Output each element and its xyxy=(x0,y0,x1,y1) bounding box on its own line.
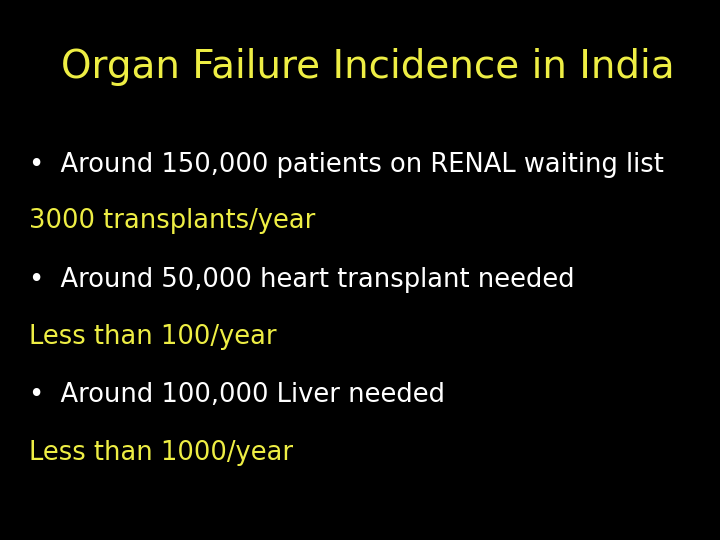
Text: Less than 1000/year: Less than 1000/year xyxy=(29,440,293,465)
Text: •  Around 50,000 heart transplant needed: • Around 50,000 heart transplant needed xyxy=(29,267,575,293)
Text: •  Around 150,000 patients on RENAL waiting list: • Around 150,000 patients on RENAL waiti… xyxy=(29,152,664,178)
Text: Less than 100/year: Less than 100/year xyxy=(29,325,276,350)
Text: Organ Failure Incidence in India: Organ Failure Incidence in India xyxy=(61,49,675,86)
Text: •  Around 100,000 Liver needed: • Around 100,000 Liver needed xyxy=(29,382,445,408)
Text: 3000 transplants/year: 3000 transplants/year xyxy=(29,208,315,234)
